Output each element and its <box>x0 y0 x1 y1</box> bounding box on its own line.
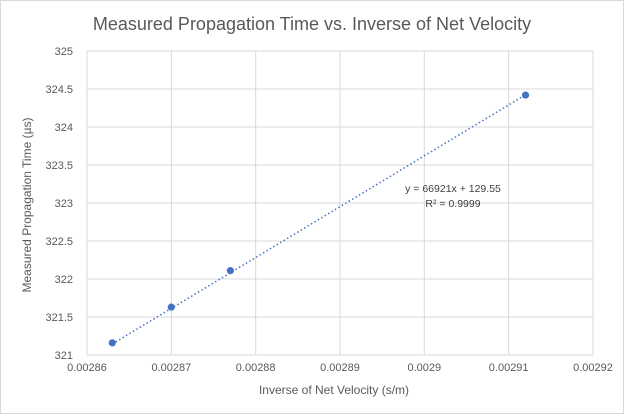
x-tick-label: 0.00291 <box>489 362 529 374</box>
data-point <box>108 339 116 347</box>
x-tick-label: 0.0029 <box>408 362 442 374</box>
trendline-r-squared: R² = 0.9999 <box>425 198 480 210</box>
y-tick-label: 324 <box>55 122 73 134</box>
y-tick-label: 322.5 <box>45 236 73 248</box>
x-tick-label: 0.00286 <box>67 362 107 374</box>
y-tick-labels: 321 321.5 322 322.5 323 323.5 324 324.5 325 <box>45 46 73 362</box>
y-tick-label: 323.5 <box>45 160 73 172</box>
data-point <box>521 91 530 99</box>
trendline-equation: y = 66921x + 129.55 <box>405 183 501 195</box>
data-point <box>167 303 175 311</box>
chart-title: Measured Propagation Time vs. Inverse of… <box>93 14 531 34</box>
y-tick-label: 321.5 <box>45 312 73 324</box>
y-tick-label: 325 <box>55 46 73 58</box>
trendline-path <box>111 94 526 345</box>
y-tick-label: 323 <box>55 198 73 210</box>
y-tick-label: 321 <box>55 350 73 362</box>
x-axis-label: Inverse of Net Velocity (s/m) <box>259 383 409 397</box>
x-tick-label: 0.00292 <box>573 362 613 374</box>
y-tick-label: 322 <box>55 274 73 286</box>
y-axis-label: Measured Propagation Time (µs) <box>20 118 34 293</box>
x-tick-label: 0.00288 <box>236 362 276 374</box>
trendline <box>111 94 526 345</box>
data-points <box>108 91 530 347</box>
data-point <box>226 267 234 275</box>
gridlines <box>86 50 594 356</box>
x-tick-label: 0.00289 <box>320 362 360 374</box>
x-tick-label: 0.00287 <box>151 362 191 374</box>
y-tick-label: 324.5 <box>45 84 73 96</box>
x-tick-labels: 0.00286 0.00287 0.00288 0.00289 0.0029 0.0029… <box>67 362 613 374</box>
